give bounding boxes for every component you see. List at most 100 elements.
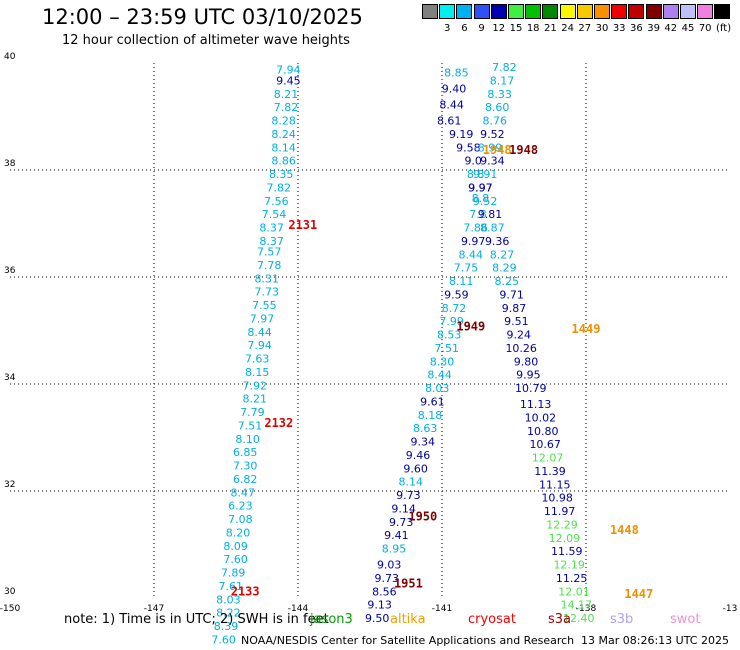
data-point-label: 9.97 (461, 235, 486, 248)
pass-time-label: 1948 (509, 143, 538, 157)
legend-label: 39 (647, 23, 660, 34)
data-point-label: 8.09 (223, 540, 248, 553)
data-point-label: 8.60 (485, 101, 510, 114)
data-point-label: 8.14 (399, 476, 424, 489)
data-point-label: 8.35 (269, 168, 294, 181)
data-point-label: 7.08 (228, 513, 253, 526)
data-point-label: 9.46 (406, 449, 431, 462)
data-point-label: 8.95 (382, 543, 407, 556)
data-point-label: 9.73 (389, 516, 414, 529)
data-point-label: 9.95 (516, 369, 541, 382)
data-point-label: 7.51 (238, 419, 263, 432)
pass-time-label: 2133 (231, 584, 260, 598)
data-point-label: 8.39 (214, 620, 239, 633)
data-point-label: 8.87 (480, 222, 505, 235)
legend-label: 45 (681, 23, 695, 34)
data-point-label: 9.41 (384, 529, 409, 542)
data-point-label: 8.03 (216, 593, 241, 606)
data-point-label: 6.85 (233, 446, 258, 459)
data-point-label: 9.13 (367, 599, 392, 612)
data-point-label: 8.21 (274, 88, 299, 101)
data-point-label: 7.82 (267, 181, 292, 194)
legend-label: 3 (444, 23, 451, 34)
data-point-label: 7.97 (250, 312, 275, 325)
data-point-label: 10.79 (515, 382, 547, 395)
data-point-label: 12.40 (563, 612, 595, 625)
legend-swatch (662, 4, 679, 19)
legend-label: 30 (595, 23, 609, 34)
legend-swatch (542, 4, 559, 19)
data-point-label: 8.17 (490, 74, 515, 87)
satellite-label-s3b: s3b (610, 612, 634, 627)
data-point-label: 8.29 (492, 262, 517, 275)
data-point-label: 11.25 (556, 572, 588, 585)
data-point-label: 12.07 (532, 452, 564, 465)
data-point-label: 8.63 (413, 422, 438, 435)
data-point-label: 9.0 (464, 155, 482, 168)
data-point-label: 8.99 (478, 141, 503, 154)
data-point-label: 7.73 (255, 286, 280, 299)
data-point-label: 8.24 (271, 128, 296, 141)
pass-time-label: 1447 (624, 587, 653, 601)
generation-timestamp: 13 Mar 08:26:13 UTC 2025 (581, 634, 729, 647)
legend-label: 18 (526, 23, 540, 34)
data-point-label: 7.60 (211, 633, 236, 646)
data-point-label: 9.14 (391, 502, 416, 515)
data-point-label: 8.37 (259, 222, 284, 235)
credit-line: NOAA/NESDIS Center for Satellite Applica… (241, 634, 575, 647)
data-point-label: 7.8 (469, 208, 487, 221)
data-point-label: 11.97 (544, 505, 576, 518)
data-point-label: 8.61 (437, 115, 462, 128)
data-point-label: 8.18 (418, 409, 443, 422)
data-point-label: 8.44 (247, 326, 272, 339)
data-point-label: 9.58 (456, 141, 481, 154)
legend-swatch (628, 4, 645, 19)
pass-time-label: 1950 (408, 509, 437, 523)
data-point-label: 7.55 (252, 299, 277, 312)
legend-swatch (697, 4, 714, 19)
data-point-label: 12.29 (546, 518, 578, 531)
data-point-label: 8.85 (444, 66, 469, 79)
pass-time-label: 2131 (288, 218, 317, 232)
data-point-label: 7.89 (221, 567, 246, 580)
data-point-label: 14.17 (561, 599, 593, 612)
data-point-label: 8.11 (449, 275, 474, 288)
data-point-label: 7.57 (257, 246, 282, 259)
data-point-label: 9.34 (411, 436, 436, 449)
data-point-label: 8.8 (472, 192, 490, 205)
x-tick-label: -144 (288, 604, 309, 614)
data-point-label: 6.82 (233, 473, 258, 486)
data-point-label: 8.30 (430, 355, 455, 368)
data-point-label: 7.60 (223, 553, 248, 566)
data-point-label: 7.86 (463, 222, 488, 235)
data-point-label: 7.54 (262, 208, 287, 221)
data-point-label: 8.86 (271, 155, 296, 168)
data-point-label: 11.39 (534, 465, 566, 478)
pass-time-label: 1948 (483, 143, 512, 157)
data-point-label: 10.67 (529, 438, 561, 451)
legend-swatch (456, 4, 473, 19)
data-point-label: 9.71 (499, 288, 524, 301)
data-point-label: 7.82 (274, 101, 299, 114)
data-point-label: 7.56 (264, 195, 289, 208)
data-point-label: 8.03 (425, 382, 450, 395)
data-point-label: 8.33 (487, 88, 512, 101)
data-point-label: 7.94 (276, 64, 301, 77)
legend-label: 42 (664, 23, 678, 34)
data-point-label: 9.19 (449, 128, 474, 141)
data-point-label: 12.09 (549, 532, 581, 545)
legend-label: 27 (578, 23, 592, 34)
x-tick-label: -141 (432, 604, 452, 614)
legend-label: 70 (698, 23, 712, 34)
data-point-label: 12.19 (553, 559, 585, 572)
x-tick-label: -150 (0, 604, 20, 614)
legend-swatch (611, 4, 628, 19)
data-point-label: 9.60 (403, 462, 428, 475)
legend-label: 9 (478, 23, 485, 34)
legend-label: 24 (561, 23, 574, 34)
x-tick-label: -147 (144, 604, 164, 614)
x-tick-label: -138 (576, 604, 597, 614)
legend-swatch (714, 4, 731, 19)
data-point-label: 8.44 (439, 98, 464, 111)
legend-swatch (576, 4, 593, 19)
